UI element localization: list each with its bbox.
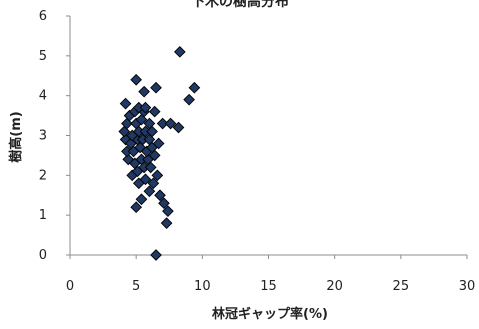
data-point bbox=[158, 197, 170, 210]
x-tick-label: 25 bbox=[393, 279, 410, 294]
x-tick-label: 5 bbox=[132, 279, 140, 294]
data-point bbox=[183, 93, 195, 106]
data-point bbox=[160, 217, 173, 229]
data-point bbox=[135, 193, 148, 206]
data-point bbox=[156, 117, 169, 130]
data-points bbox=[118, 46, 201, 261]
data-point bbox=[174, 46, 186, 58]
data-point bbox=[143, 185, 156, 198]
data-point bbox=[164, 117, 177, 130]
data-point bbox=[143, 117, 156, 130]
data-point bbox=[119, 97, 132, 110]
x-tick-label: 0 bbox=[66, 279, 74, 294]
data-point bbox=[162, 205, 174, 218]
data-point bbox=[188, 81, 201, 94]
y-tick-label: 5 bbox=[39, 49, 47, 64]
data-point bbox=[130, 73, 143, 86]
y-tick-label: 2 bbox=[39, 168, 47, 183]
x-tick-label: 20 bbox=[326, 279, 343, 294]
data-point bbox=[143, 133, 156, 146]
y-tick-label: 0 bbox=[39, 248, 47, 263]
data-point bbox=[122, 153, 135, 166]
data-point bbox=[148, 105, 161, 118]
x-tick-label: 15 bbox=[260, 279, 277, 294]
x-tick-label: 30 bbox=[459, 279, 476, 294]
data-point bbox=[152, 137, 165, 150]
y-tick-label: 6 bbox=[39, 9, 47, 24]
y-tick-label: 3 bbox=[39, 129, 47, 144]
data-point bbox=[139, 173, 152, 186]
y-axis-ticks: 0 1 2 3 4 5 6 bbox=[39, 9, 70, 263]
data-point bbox=[150, 249, 162, 261]
y-axis-label: 樹高(m) bbox=[8, 111, 24, 162]
chart-title: 下木の樹高分布 bbox=[191, 0, 289, 10]
data-point bbox=[154, 189, 166, 202]
data-point bbox=[130, 201, 143, 214]
data-point bbox=[139, 101, 152, 114]
y-tick-label: 4 bbox=[39, 89, 47, 104]
data-point bbox=[172, 121, 185, 134]
data-point bbox=[138, 85, 150, 98]
data-point bbox=[147, 177, 160, 190]
y-tick-label: 1 bbox=[39, 208, 47, 223]
data-point bbox=[151, 169, 164, 182]
data-point bbox=[150, 81, 162, 94]
x-axis-label: 林冠ギャップ率(%) bbox=[212, 306, 328, 322]
x-axis-ticks: 0 5 10 15 20 25 30 bbox=[66, 255, 475, 294]
x-tick-label: 10 bbox=[194, 279, 211, 294]
